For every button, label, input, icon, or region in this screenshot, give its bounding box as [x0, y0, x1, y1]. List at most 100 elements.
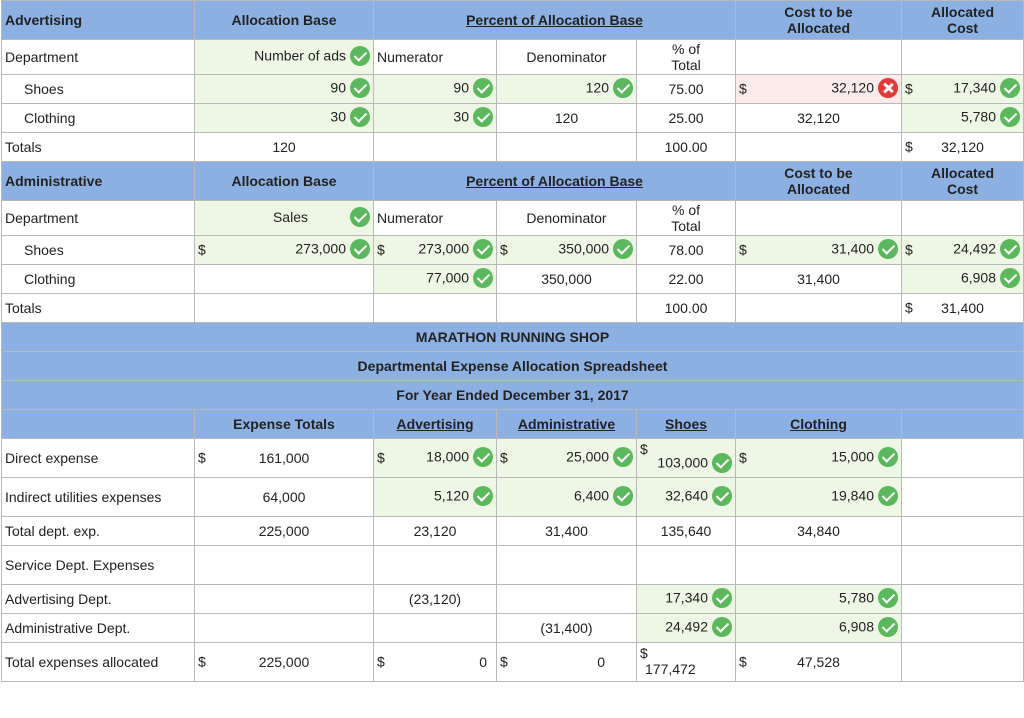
shoes-input[interactable]: 24,492: [635, 613, 737, 643]
expense-total-value: 64,000: [194, 477, 374, 517]
shoes-value: 135,640: [635, 516, 737, 546]
allocated-cost-header: Allocated Cost: [901, 161, 1024, 201]
correct-check-icon: [1000, 78, 1021, 98]
denominator-label: Denominator: [496, 39, 637, 75]
correct-check-icon: [878, 588, 899, 608]
pct-value: 78.00: [635, 235, 737, 265]
pct-of-total-label: % of Total: [635, 39, 737, 75]
numerator-label: Numerator: [373, 200, 497, 236]
correct-check-icon: [473, 268, 493, 288]
correct-check-icon: [878, 617, 899, 637]
advertising-input[interactable]: 5,120: [373, 477, 497, 517]
advertising-header: Advertising: [373, 409, 497, 439]
correct-check-icon: [350, 207, 370, 227]
row-label: Administrative Dept.: [1, 613, 195, 643]
correct-check-icon: [473, 239, 493, 259]
advertising-title: Advertising: [1, 0, 195, 40]
correct-check-icon: [878, 486, 899, 506]
cost-to-be-allocated-header: Cost to be Allocated: [735, 0, 903, 40]
denominator-input[interactable]: $350,000: [496, 235, 637, 265]
shoes-input[interactable]: $103,000: [635, 438, 737, 478]
base-input[interactable]: 90: [194, 74, 374, 104]
allocated-cost-input[interactable]: 6,908: [901, 264, 1024, 294]
advertising-input[interactable]: $18,000: [373, 438, 497, 478]
allocation-base-input[interactable]: Sales: [194, 200, 374, 236]
advertising-value: 23,120: [373, 516, 497, 546]
correct-check-icon: [878, 447, 899, 467]
spreadsheet-period: For Year Ended December 31, 2017: [0, 380, 1024, 410]
dept-row-label: Clothing: [1, 103, 195, 133]
row-label: Direct expense: [1, 438, 195, 478]
clothing-value: $47,528: [735, 642, 903, 682]
percent-of-allocation-base-header: Percent of Allocation Base: [372, 0, 737, 40]
clothing-input[interactable]: $15,000: [735, 438, 903, 478]
numerator-input[interactable]: 30: [373, 103, 497, 133]
row-label: Advertising Dept.: [1, 584, 195, 614]
correct-check-icon: [350, 239, 370, 259]
clothing-input[interactable]: 5,780: [735, 584, 903, 614]
expense-totals-header: Expense Totals: [194, 409, 374, 439]
correct-check-icon: [712, 617, 733, 637]
pct-total: 100.00: [635, 293, 737, 323]
shoes-input[interactable]: 32,640: [635, 477, 737, 517]
allocated-cost-header: Allocated Cost: [901, 0, 1024, 40]
allocation-spreadsheet: Advertising Allocation Base Percent of A…: [0, 0, 1024, 682]
shoes-input[interactable]: 17,340: [635, 584, 737, 614]
denominator-label: Denominator: [496, 200, 637, 236]
department-label: Department: [1, 39, 195, 75]
clothing-input[interactable]: 6,908: [735, 613, 903, 643]
cost-to-be-allocated-input[interactable]: $32,120: [735, 74, 903, 104]
numerator-label: Numerator: [373, 39, 497, 75]
dept-row-label: Shoes: [1, 235, 195, 265]
allocation-base-header: Allocation Base: [194, 161, 374, 201]
administrative-header: Administrative: [496, 409, 637, 439]
pct-value: 22.00: [635, 264, 737, 294]
dept-row-label: Shoes: [1, 74, 195, 104]
correct-check-icon: [1000, 107, 1021, 127]
administrative-input[interactable]: $25,000: [496, 438, 637, 478]
advertising-value: $0: [373, 642, 497, 682]
numerator-input[interactable]: $273,000: [373, 235, 497, 265]
cost-value: 32,120: [735, 103, 903, 133]
correct-check-icon: [473, 78, 493, 98]
numerator-input[interactable]: 77,000: [373, 264, 497, 294]
correct-check-icon: [613, 486, 633, 506]
cost-to-be-allocated-input[interactable]: $31,400: [735, 235, 903, 265]
denominator-input[interactable]: 120: [496, 74, 637, 104]
clothing-value: 34,840: [735, 516, 903, 546]
correct-check-icon: [712, 453, 733, 473]
correct-check-icon: [613, 78, 633, 98]
allocation-base-header: Allocation Base: [194, 0, 374, 40]
pct-value: 75.00: [635, 74, 737, 104]
correct-check-icon: [1000, 268, 1021, 288]
correct-check-icon: [350, 78, 370, 98]
expense-total-value: $161,000: [194, 438, 374, 478]
clothing-input[interactable]: 19,840: [735, 477, 903, 517]
administrative-value: 31,400: [496, 516, 637, 546]
allocated-cost-input[interactable]: $17,340: [901, 74, 1024, 104]
spreadsheet-subtitle: Departmental Expense Allocation Spreadsh…: [0, 351, 1024, 381]
incorrect-x-icon: [878, 78, 899, 98]
base-input[interactable]: 30: [194, 103, 374, 133]
correct-check-icon: [350, 46, 370, 66]
row-label: Indirect utilities expenses: [1, 477, 195, 517]
correct-check-icon: [613, 447, 633, 467]
correct-check-icon: [712, 588, 733, 608]
numerator-input[interactable]: 90: [373, 74, 497, 104]
correct-check-icon: [712, 486, 733, 506]
clothing-header: Clothing: [735, 409, 903, 439]
correct-check-icon: [878, 239, 899, 259]
expense-total-value: $225,000: [194, 642, 374, 682]
percent-of-allocation-base-header: Percent of Allocation Base: [372, 161, 737, 201]
pct-total: 100.00: [635, 132, 737, 162]
allocated-cost-total: $32,120: [901, 132, 1024, 162]
row-label: Total expenses allocated: [1, 642, 195, 682]
correct-check-icon: [350, 107, 370, 127]
allocated-cost-input[interactable]: $24,492: [901, 235, 1024, 265]
allocated-cost-input[interactable]: 5,780: [901, 103, 1024, 133]
pct-of-total-label: % of Total: [635, 200, 737, 236]
allocation-base-input[interactable]: Number of ads: [194, 39, 374, 75]
administrative-input[interactable]: 6,400: [496, 477, 637, 517]
row-label: Total dept. exp.: [1, 516, 195, 546]
base-input[interactable]: $273,000: [194, 235, 374, 265]
